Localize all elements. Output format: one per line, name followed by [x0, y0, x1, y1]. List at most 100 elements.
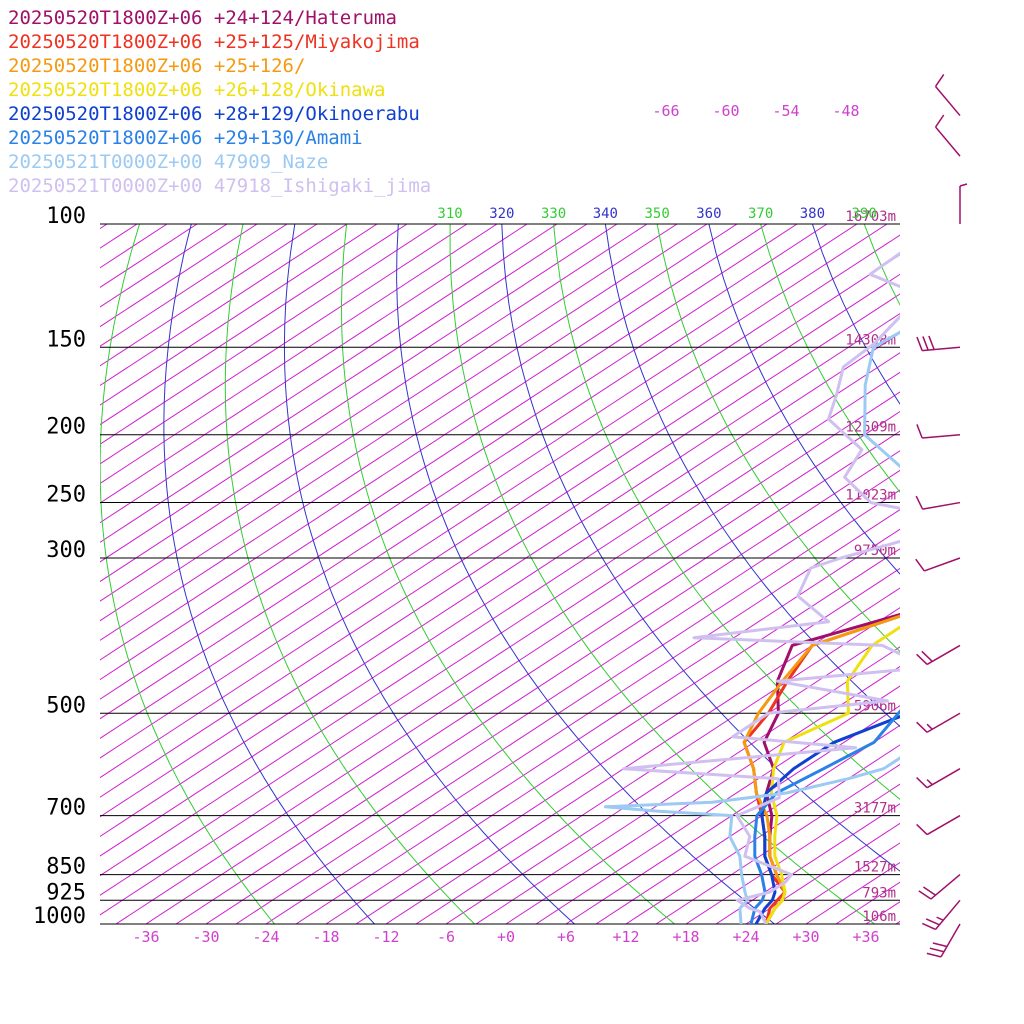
isotherm-line	[475, 646, 900, 924]
pressure-label: 700	[46, 796, 86, 821]
theta-labels: 310 320 330 340 350 360 370 380 390	[437, 206, 876, 222]
isotherm-line	[100, 224, 858, 720]
isotherm-line	[100, 352, 900, 877]
temp-tick-label: +6	[557, 928, 575, 946]
temp-tick-label: +18	[672, 928, 699, 946]
isotherm-line	[715, 803, 900, 924]
isotherm-line	[100, 312, 900, 838]
isotherm-line	[100, 224, 288, 347]
theta-label: 330	[541, 206, 566, 222]
height-label: 12509m	[845, 420, 896, 436]
theta-label: 350	[644, 206, 669, 222]
upper-isotherm-label: -60	[712, 102, 739, 120]
isotherm-line	[805, 861, 900, 924]
isotherm-line	[445, 626, 900, 924]
isotherm-line	[100, 224, 708, 622]
isotherm-line	[175, 450, 900, 924]
height-label: 5906m	[854, 698, 896, 714]
temp-tick-label: +0	[497, 928, 515, 946]
isotherm-line	[100, 371, 900, 896]
theta-label: 310	[437, 206, 462, 222]
isotherm-line	[265, 509, 900, 924]
wind-barb	[918, 874, 961, 900]
upper-isotherm-label: -66	[652, 102, 679, 120]
temp-tick-label: -24	[252, 928, 279, 946]
pressure-label: 250	[46, 483, 86, 508]
wind-barb	[916, 814, 961, 836]
wind-barb	[915, 557, 961, 572]
isotherm-line	[100, 224, 408, 426]
theta-label: 370	[748, 206, 773, 222]
isotherm-line	[100, 234, 900, 759]
height-label: 106m	[862, 909, 896, 925]
isotherm-line	[100, 224, 498, 485]
isotherm-line	[205, 469, 900, 924]
wind-barb	[926, 923, 961, 958]
mixing-labels: -66 -60 -54 -48	[652, 102, 859, 120]
dry-adiabat-line	[449, 224, 875, 924]
height-label: 1527m	[854, 860, 896, 876]
theta-label: 340	[593, 206, 618, 222]
isotherm-line	[565, 705, 900, 924]
temp-tick-label: +30	[792, 928, 819, 946]
wind-barb	[934, 73, 961, 117]
isotherm-line	[100, 224, 588, 543]
theta-label: 390	[852, 206, 877, 222]
pressure-label: 100	[46, 204, 86, 229]
pressure-label: 150	[46, 327, 86, 352]
height-label: 14308m	[845, 332, 896, 348]
wind-barb	[915, 495, 961, 510]
isotherm-line	[100, 224, 618, 563]
dry-adiabat-line	[811, 224, 900, 405]
series-line	[603, 330, 900, 924]
dry-adiabat-line	[968, 224, 1024, 924]
dry-adiabat-line	[340, 224, 675, 924]
height-label: 3177m	[854, 801, 896, 817]
isotherm-line	[100, 224, 798, 681]
temp-tick-label: -12	[372, 928, 399, 946]
isotherm-line	[100, 224, 678, 602]
isotherm-line	[895, 920, 900, 924]
legend-entry: 20250520T1800Z+06 +28+129/Okinoerabu	[8, 103, 420, 125]
isotherm-line	[415, 607, 900, 924]
wind-barb	[916, 335, 961, 352]
legend-entry: 20250520T1800Z+06 +26+128/Okinawa	[8, 79, 386, 101]
temp-tick-label: +24	[732, 928, 759, 946]
isotherm-line	[385, 587, 900, 924]
pressure-label: 850	[46, 855, 86, 880]
isotherm-line	[926, 224, 1024, 924]
dry-adiabat-line	[163, 224, 375, 924]
pressure-label: 1000	[33, 904, 86, 929]
isotherm-line	[685, 783, 900, 924]
theta-label: 360	[696, 206, 721, 222]
isotherm-line	[745, 822, 900, 924]
temperature-axis: -36 -30 -24 -18 -12 -6 +0 +6 +12 +18 +24 +30 +36	[132, 928, 879, 946]
pressure-label: 500	[46, 693, 86, 718]
isotherm-line	[100, 224, 438, 445]
isotherm-line	[835, 881, 900, 924]
temp-tick-label: +12	[612, 928, 639, 946]
isotherm-line	[100, 273, 900, 798]
legend-entry: 20250521T0000Z+00 47918_Ishigaki_jima	[8, 175, 431, 197]
isotherm-line	[100, 224, 558, 524]
wind-barb	[916, 644, 961, 666]
isotherm-line	[100, 224, 258, 328]
dry-adiabat-line	[224, 224, 475, 924]
pressure-label: 300	[46, 538, 86, 563]
isotherm-line	[295, 528, 900, 924]
isotherm-line	[1016, 224, 1024, 924]
legend: 20250520T1800Z+06 +24+124/Hateruma202505…	[8, 7, 431, 197]
isotherm-line	[325, 548, 900, 924]
isotherm-line	[100, 224, 528, 504]
wind-barb	[934, 114, 961, 157]
isotherm-line	[956, 224, 1024, 924]
series-line	[754, 714, 900, 924]
isotherm-line	[100, 254, 900, 779]
wind-barb	[921, 899, 961, 931]
isotherm-line	[100, 224, 828, 700]
legend-entry: 20250521T0000Z+00 47909_Naze	[8, 151, 328, 173]
isotherm-line	[505, 665, 900, 924]
dry-adiabat-line	[604, 224, 900, 728]
